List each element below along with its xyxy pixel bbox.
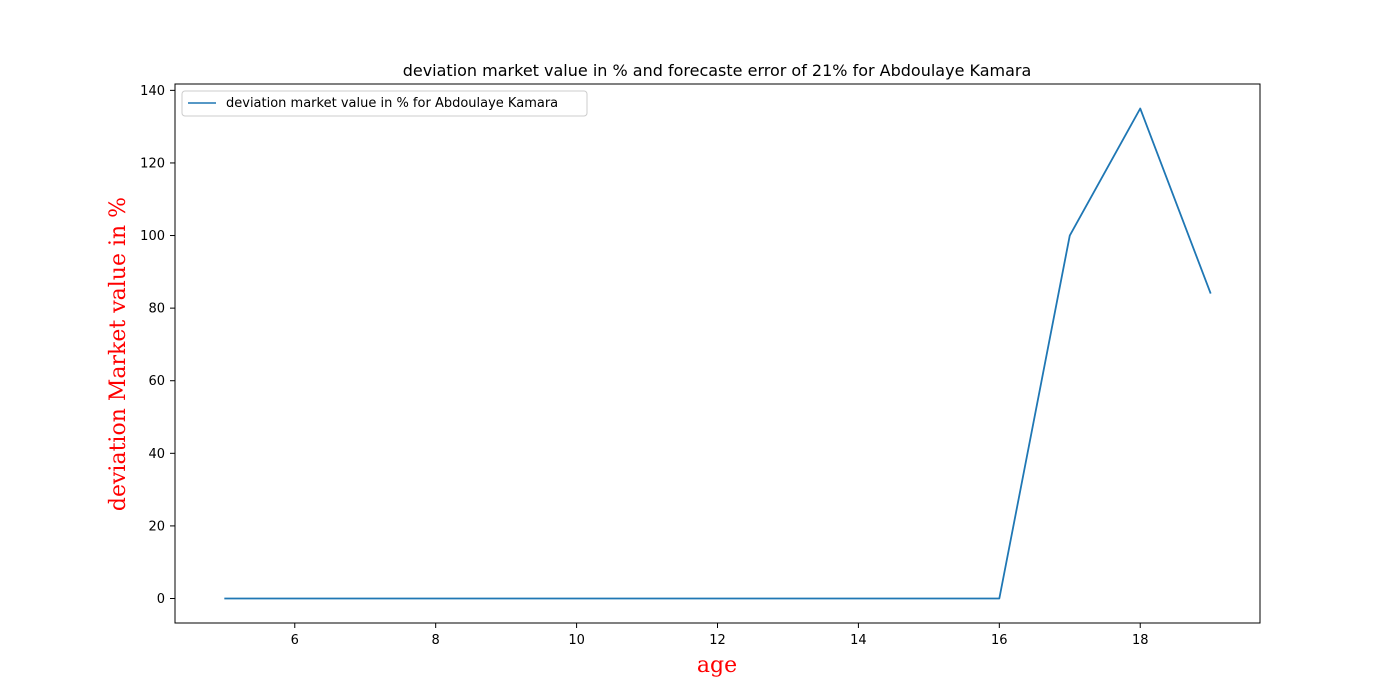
y-axis-ticks: 0 20 40 60 80 100 120 140 (140, 84, 175, 607)
x-axis-ticks: 6 8 10 12 14 16 18 (291, 623, 1149, 648)
y-tick-label: 140 (140, 84, 165, 99)
legend-box (181, 90, 588, 117)
x-tick-label: 14 (850, 633, 867, 648)
y-tick-label: 100 (140, 229, 165, 244)
chart-title: deviation market value in % and forecast… (403, 61, 1032, 80)
x-tick-label: 16 (991, 633, 1008, 648)
legend: deviation market value in % for Abdoulay… (181, 90, 588, 117)
series-line (224, 107, 1212, 600)
x-tick-label: 6 (291, 633, 299, 648)
y-tick-label: 0 (157, 592, 165, 607)
y-tick-label: 40 (148, 447, 165, 462)
y-tick-label: 120 (140, 156, 165, 171)
plot-area (174, 83, 1261, 624)
y-axis-label: deviation Market value in % (106, 197, 131, 511)
x-axis-label: age (697, 653, 737, 678)
x-tick-label: 18 (1132, 633, 1149, 648)
plot-frame (174, 83, 1261, 624)
y-tick-label: 60 (148, 374, 165, 389)
x-tick-label: 10 (568, 633, 585, 648)
x-tick-label: 12 (709, 633, 726, 648)
legend-label: deviation market value in % for Abdoulay… (226, 96, 558, 111)
y-tick-label: 20 (148, 519, 165, 534)
y-tick-label: 80 (148, 302, 165, 317)
x-tick-label: 8 (432, 633, 440, 648)
series-layer (224, 107, 1212, 600)
